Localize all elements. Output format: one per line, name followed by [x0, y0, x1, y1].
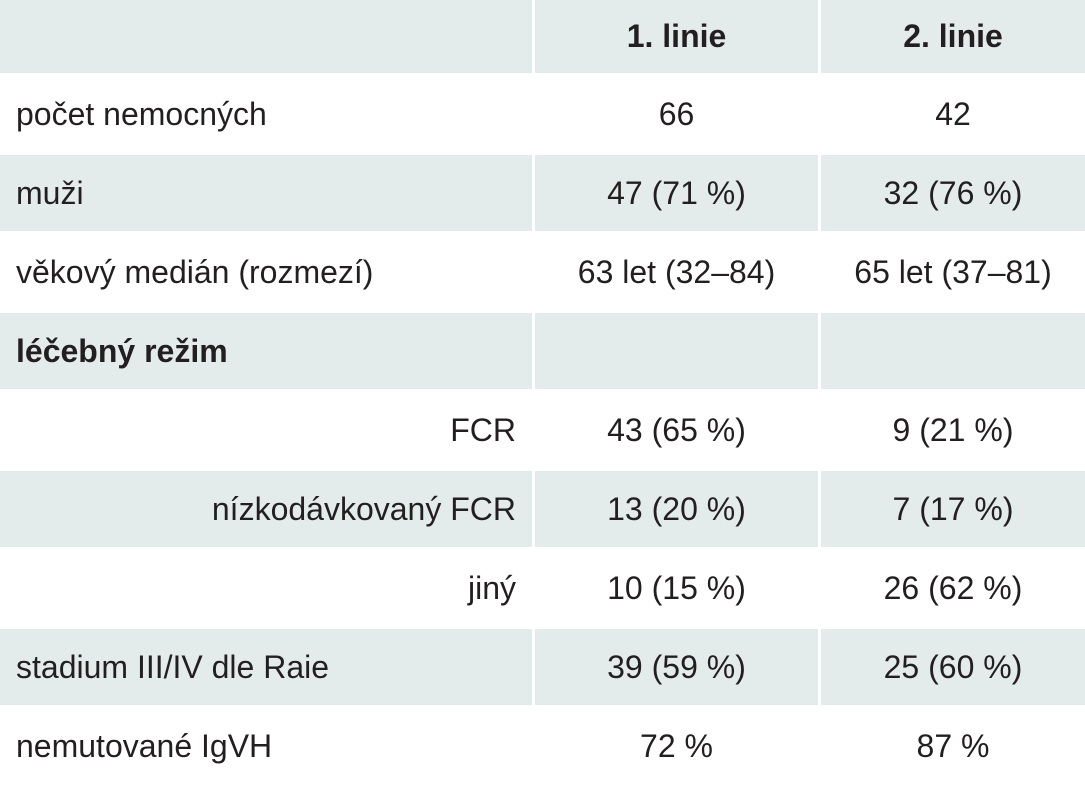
row-value-first-line: 39 (59 %) [532, 629, 818, 708]
row-value-second-line: 42 [818, 76, 1085, 155]
row-value-second-line: 26 (62 %) [818, 550, 1085, 629]
row-value-second-line: 32 (76 %) [818, 155, 1085, 234]
row-value-second-line: 7 (17 %) [818, 471, 1085, 550]
header-first-line: 1. linie [532, 0, 818, 76]
row-label: stadium III/IV dle Raie [0, 629, 532, 708]
table-row: nízkodávkovaný FCR 13 (20 %) 7 (17 %) [0, 471, 1085, 550]
row-label: muži [0, 155, 532, 234]
row-value-first-line: 72 % [532, 708, 818, 787]
row-value-first-line: 63 let (32–84) [532, 234, 818, 313]
row-label: jiný [0, 550, 532, 629]
row-label: věkový medián (rozmezí) [0, 234, 532, 313]
row-value-first-line: 10 (15 %) [532, 550, 818, 629]
row-value-second-line: 9 (21 %) [818, 392, 1085, 471]
table-row: věkový medián (rozmezí) 63 let (32–84) 6… [0, 234, 1085, 313]
row-value-second-line: 87 % [818, 708, 1085, 787]
row-value-second-line: 25 (60 %) [818, 629, 1085, 708]
row-label: léčebný režim [0, 313, 532, 392]
table-header-row: 1. linie 2. linie [0, 0, 1085, 76]
row-value-first-line: 47 (71 %) [532, 155, 818, 234]
table-row: nemutované IgVH 72 % 87 % [0, 708, 1085, 787]
table-row: jiný 10 (15 %) 26 (62 %) [0, 550, 1085, 629]
header-second-line: 2. linie [818, 0, 1085, 76]
table-row: muži 47 (71 %) 32 (76 %) [0, 155, 1085, 234]
row-label: FCR [0, 392, 532, 471]
row-value-first-line: 43 (65 %) [532, 392, 818, 471]
row-label: počet nemocných [0, 76, 532, 155]
table-row: počet nemocných 66 42 [0, 76, 1085, 155]
row-value-second-line [818, 313, 1085, 392]
row-value-second-line: 65 let (37–81) [818, 234, 1085, 313]
row-value-first-line: 66 [532, 76, 818, 155]
header-empty-cell [0, 0, 532, 76]
row-value-first-line [532, 313, 818, 392]
table-row: FCR 43 (65 %) 9 (21 %) [0, 392, 1085, 471]
table-row: stadium III/IV dle Raie 39 (59 %) 25 (60… [0, 629, 1085, 708]
row-label: nízkodávkovaný FCR [0, 471, 532, 550]
table-row-group-header: léčebný režim [0, 313, 1085, 392]
row-label: nemutované IgVH [0, 708, 532, 787]
row-value-first-line: 13 (20 %) [532, 471, 818, 550]
